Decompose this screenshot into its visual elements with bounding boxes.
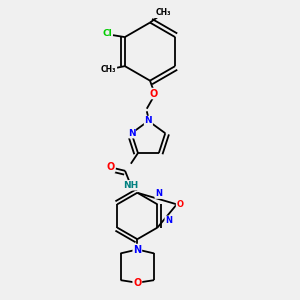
- Text: N: N: [145, 116, 152, 125]
- Text: O: O: [149, 88, 158, 98]
- Text: N: N: [128, 129, 135, 138]
- Text: N: N: [165, 216, 172, 225]
- Text: CH₃: CH₃: [155, 8, 171, 17]
- Text: NH: NH: [123, 181, 139, 190]
- Text: O: O: [133, 278, 141, 288]
- Text: CH₃: CH₃: [101, 65, 116, 74]
- Text: N: N: [155, 189, 162, 198]
- Text: Cl: Cl: [102, 29, 112, 38]
- Text: O: O: [106, 162, 115, 172]
- Text: O: O: [176, 200, 184, 209]
- Text: N: N: [133, 244, 141, 254]
